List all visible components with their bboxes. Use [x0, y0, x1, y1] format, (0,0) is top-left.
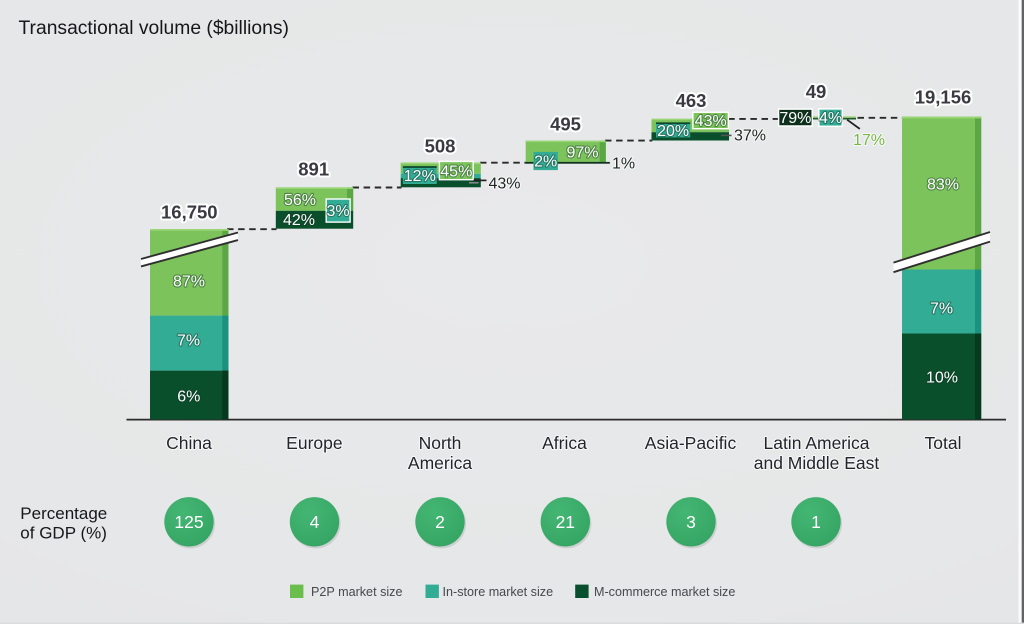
svg-text:In-store market size: In-store market size — [443, 585, 554, 599]
svg-text:19,156: 19,156 — [915, 87, 972, 108]
svg-text:37%: 37% — [734, 128, 766, 145]
svg-text:Africa: Africa — [542, 433, 587, 453]
svg-text:2%: 2% — [534, 154, 557, 171]
svg-text:7%: 7% — [930, 301, 953, 318]
svg-text:87%: 87% — [173, 274, 205, 291]
svg-text:21: 21 — [556, 512, 575, 532]
svg-text:of GDP (%): of GDP (%) — [20, 524, 107, 543]
svg-text:6%: 6% — [177, 389, 200, 406]
svg-text:10%: 10% — [926, 370, 958, 387]
svg-text:463: 463 — [676, 90, 707, 111]
svg-text:1: 1 — [811, 512, 821, 532]
svg-text:Asia-Pacific: Asia-Pacific — [645, 433, 737, 453]
svg-text:China: China — [166, 433, 212, 453]
svg-text:83%: 83% — [927, 177, 959, 194]
svg-text:P2P market size: P2P market size — [311, 585, 402, 599]
svg-text:20%: 20% — [657, 123, 689, 140]
svg-text:Europe: Europe — [286, 433, 342, 453]
svg-text:495: 495 — [550, 114, 581, 135]
svg-text:4: 4 — [310, 512, 320, 532]
svg-text:Total: Total — [925, 433, 962, 453]
svg-text:3: 3 — [686, 512, 696, 532]
svg-text:4%: 4% — [819, 110, 842, 127]
svg-text:North: North — [419, 433, 462, 453]
svg-text:43%: 43% — [695, 113, 727, 130]
svg-text:508: 508 — [425, 135, 456, 156]
svg-text:125: 125 — [174, 512, 203, 532]
svg-text:97%: 97% — [566, 145, 598, 162]
svg-text:16,750: 16,750 — [161, 202, 218, 223]
svg-text:1%: 1% — [612, 156, 635, 173]
svg-text:Percentage: Percentage — [20, 504, 107, 523]
svg-text:M-commerce market size: M-commerce market size — [594, 585, 735, 599]
svg-text:2: 2 — [435, 512, 445, 532]
svg-text:79%: 79% — [779, 110, 811, 127]
svg-text:7%: 7% — [177, 333, 200, 350]
svg-text:17%: 17% — [853, 132, 885, 149]
svg-text:America: America — [408, 453, 472, 473]
svg-text:42%: 42% — [283, 212, 315, 229]
svg-text:Transactional volume ($billion: Transactional volume ($billions) — [19, 18, 289, 39]
svg-text:891: 891 — [298, 158, 329, 179]
svg-text:43%: 43% — [489, 176, 521, 193]
svg-text:49: 49 — [806, 81, 827, 102]
svg-text:56%: 56% — [284, 192, 316, 209]
svg-text:12%: 12% — [404, 168, 436, 185]
svg-text:3%: 3% — [327, 203, 350, 220]
svg-text:and Middle East: and Middle East — [754, 453, 880, 473]
svg-text:45%: 45% — [440, 163, 472, 180]
svg-text:Latin America: Latin America — [763, 433, 869, 453]
